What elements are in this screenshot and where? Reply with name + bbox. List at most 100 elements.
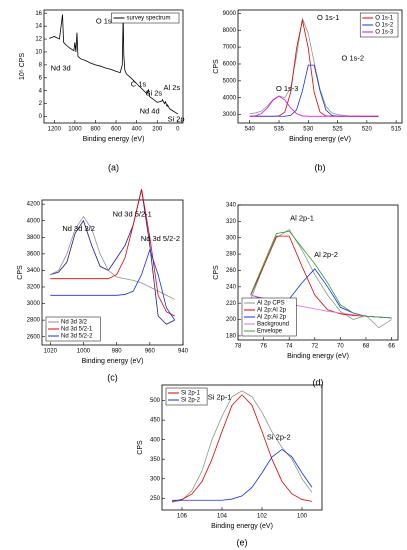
x-tick-label: 800	[90, 127, 101, 133]
caption: (a)	[108, 162, 119, 172]
y-tick-label: 2800	[27, 318, 41, 324]
legend-box	[111, 12, 180, 24]
y-tick-label: 450	[150, 418, 161, 424]
caption: (e)	[237, 537, 248, 547]
legend-label: Al 2p:Al 2p	[257, 315, 287, 321]
series-line	[250, 228, 392, 329]
series-line	[249, 16, 379, 118]
y-tick-label: 8	[39, 62, 43, 68]
series-line	[172, 448, 313, 501]
x-tick-label: 1000	[68, 127, 82, 133]
plot-frame	[41, 199, 184, 346]
x-tick-label: 78	[235, 344, 242, 350]
x-tick-label: 940	[178, 349, 189, 355]
x-axis-label: Binding energy (eV)	[289, 136, 351, 143]
y-tick-label: 260	[226, 268, 237, 274]
y-tick-label: 12	[35, 37, 42, 43]
x-tick-label: 100	[297, 514, 308, 520]
x-tick-label: 66	[388, 344, 395, 350]
y-tick-label: 4000	[223, 95, 237, 101]
series-line	[171, 394, 313, 502]
y-tick-label: 7000	[223, 45, 237, 51]
plot-frame	[43, 9, 184, 124]
series-line	[249, 95, 379, 117]
x-tick-label: 106	[177, 514, 188, 520]
annotation: Nd 3d 5/2-1	[113, 209, 152, 218]
y-axis-label: CPS	[213, 265, 220, 280]
annotation: Si 2s	[145, 89, 162, 98]
x-axis-label: Binding energy (eV)	[287, 353, 349, 360]
y-tick-label: 3800	[27, 235, 41, 241]
annotation: O 1s-3	[276, 84, 299, 93]
y-tick-label: 4000	[27, 218, 41, 224]
legend-label: Nd 3d 3/2	[61, 320, 88, 326]
x-tick-label: 520	[362, 127, 373, 133]
x-tick-label: 400	[132, 127, 143, 133]
series-line	[171, 390, 313, 503]
x-tick-label: 535	[274, 127, 285, 133]
annotation: Nd 3d 3/2	[62, 224, 95, 233]
y-axis-label: CPS	[213, 59, 220, 74]
legend-label: Nd 3d 5/2-2	[61, 334, 93, 340]
legend-label: Envelope	[257, 329, 283, 335]
y-tick-label: 220	[226, 301, 237, 307]
series-line	[249, 20, 379, 117]
x-tick-label: 72	[311, 344, 318, 350]
annotation: Si 2p-2	[267, 432, 291, 441]
annotation: O 1s	[96, 16, 112, 25]
y-tick-label: 180	[226, 333, 237, 339]
annotation: Si 2p	[167, 115, 184, 124]
plot-frame	[237, 9, 403, 124]
x-axis-label: Binding energy (eV)	[83, 136, 145, 143]
y-axis-label: 10⁵ CPS	[19, 53, 26, 80]
annotation: O 1s-1	[317, 13, 340, 22]
annotation: Nd 3d 5/2-2	[141, 234, 180, 243]
plot-frame	[237, 204, 399, 341]
y-tick-label: 0	[39, 114, 43, 120]
y-tick-label: 400	[150, 437, 161, 443]
y-tick-label: 350	[150, 457, 161, 463]
y-axis-label: CPS	[17, 265, 24, 280]
panel: 540 535 530 525 520 515 3000 4000 5000 6000 7000 80…	[213, 9, 403, 172]
plot-frame	[161, 384, 323, 511]
x-tick-label: 530	[303, 127, 314, 133]
legend-label: Si 2p-1	[181, 391, 201, 397]
annotation: Si 2p-1	[208, 392, 232, 401]
x-axis-label: Binding energy (eV)	[82, 358, 144, 365]
series-line	[50, 189, 175, 317]
panel: 1200 1000 800 600 400 200 0 0 2 4 6 8 10 12 14 16 Bindin…	[19, 9, 185, 172]
x-tick-label: 104	[217, 514, 228, 520]
legend-label: O 1s-3	[375, 30, 394, 36]
y-tick-label: 3000	[27, 301, 41, 307]
annotation: Al 2p-2	[314, 250, 338, 259]
y-tick-label: 4200	[27, 202, 41, 208]
annotation: Al 2p-1	[290, 213, 314, 222]
panel: 78 76 74 72 70 68 66 180 200 220 240 260 280 300 320 34…	[213, 203, 399, 387]
annotation: Al 2s	[164, 83, 181, 92]
caption: (d)	[313, 377, 324, 387]
x-tick-label: 960	[145, 349, 156, 355]
y-tick-label: 340	[226, 203, 237, 209]
y-tick-label: 8000	[223, 28, 237, 34]
y-tick-label: 2600	[27, 334, 41, 340]
x-tick-label: 1020	[44, 349, 58, 355]
legend-label: Background	[257, 322, 289, 328]
series-line	[50, 215, 175, 300]
x-tick-label: 102	[257, 514, 268, 520]
y-axis-label: CPS	[137, 440, 144, 455]
y-tick-label: 6	[39, 75, 43, 81]
y-tick-label: 6000	[223, 62, 237, 68]
y-tick-label: 300	[226, 235, 237, 241]
y-tick-label: 3400	[27, 268, 41, 274]
legend-label: survey spectrum	[127, 16, 171, 22]
x-tick-label: 1000	[77, 349, 91, 355]
legend-label: Nd 3d 5/2-1	[61, 327, 93, 333]
y-tick-label: 500	[150, 398, 161, 404]
panel: 106 104 102 100 250 300 350 400 450 500 Binding en…	[137, 384, 323, 547]
y-tick-label: 280	[226, 252, 237, 258]
x-tick-label: 525	[333, 127, 344, 133]
y-tick-label: 200	[226, 317, 237, 323]
legend-label: Al 2p:Al 2p	[257, 308, 287, 314]
x-tick-label: 0	[176, 127, 180, 133]
series-line	[49, 14, 179, 115]
